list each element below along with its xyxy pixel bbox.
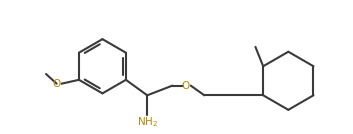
Text: O: O: [52, 79, 61, 89]
Text: O: O: [182, 81, 190, 91]
Text: NH$_2$: NH$_2$: [137, 116, 158, 129]
